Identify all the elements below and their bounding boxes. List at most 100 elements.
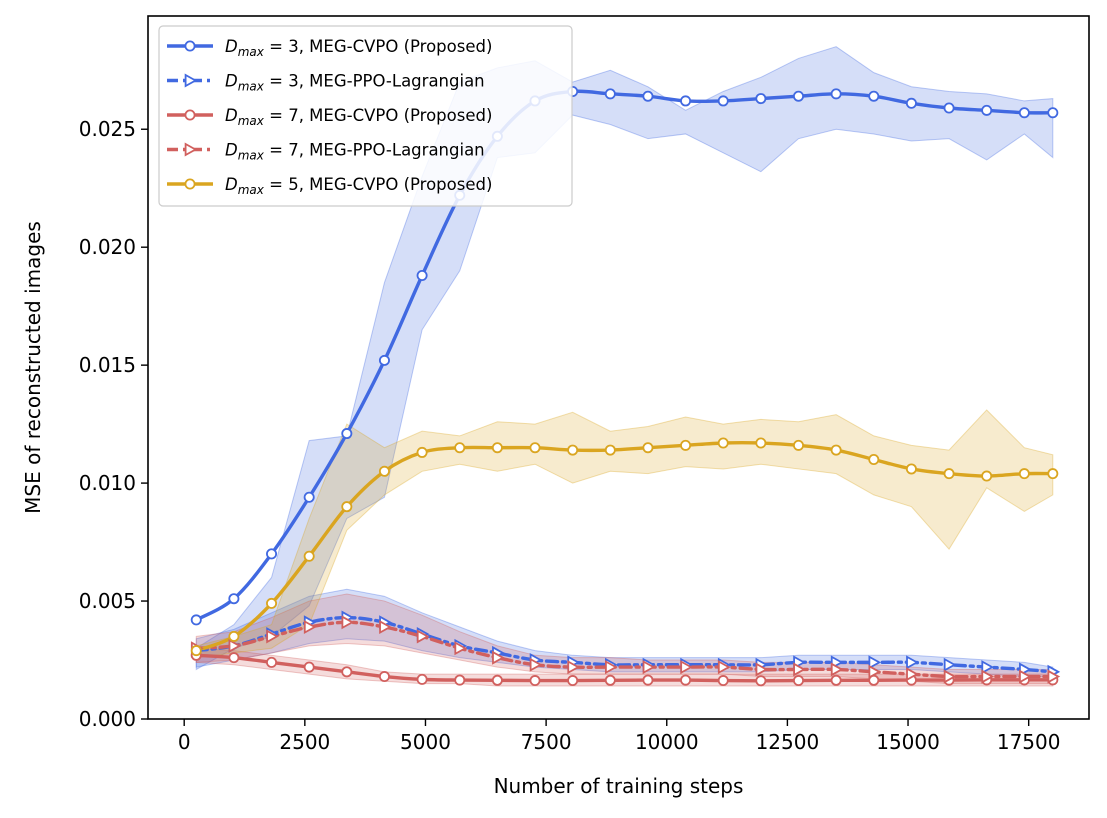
marker-series-0-point-15	[755, 93, 767, 105]
marker-series-4-point-22	[1018, 468, 1030, 480]
marker-series-0-point-12	[642, 90, 654, 102]
marker-series-4-point-15	[755, 437, 767, 449]
marker-series-4-point-17	[830, 444, 842, 456]
marker-series-0-point-20	[943, 102, 955, 114]
x-tick-label-4: 10000	[635, 730, 699, 754]
marker-series-2-point-8	[491, 674, 503, 686]
marker-series-4-point-9	[529, 442, 541, 454]
x-tick-label-0: 0	[178, 730, 191, 754]
marker-series-3-point-8	[492, 650, 505, 665]
marker-series-4-point-0	[190, 645, 202, 657]
marker-series-3-point-3	[303, 619, 317, 635]
marker-series-3-point-19	[906, 667, 919, 682]
marker-series-4-point-16	[792, 439, 804, 451]
y-tick-label-2: 0.010	[79, 471, 136, 495]
marker-series-2-point-2	[266, 656, 278, 668]
marker-series-0-point-2	[266, 548, 278, 560]
marker-series-0-point-16	[792, 90, 804, 102]
y-tick-label-4: 0.020	[79, 235, 136, 259]
marker-series-1-point-18	[868, 655, 882, 670]
marker-series-4-point-11	[604, 444, 616, 456]
marker-series-4-point-20	[943, 468, 955, 480]
marker-series-3-point-23	[1047, 669, 1061, 684]
marker-series-4-point-21	[981, 470, 993, 482]
marker-series-0-point-11	[604, 88, 616, 100]
marker-series-0-point-18	[868, 90, 880, 102]
y-tick-label-5: 0.025	[79, 117, 136, 141]
marker-series-4-point-4	[341, 501, 353, 513]
x-tick-label-7: 17500	[997, 730, 1061, 754]
marker-series-1-point-21	[981, 660, 995, 675]
legend-label-0: Dmax = 3, MEG-CVPO (Proposed)	[225, 37, 492, 59]
marker-series-4-point-2	[266, 597, 278, 609]
marker-series-2-point-3	[303, 661, 315, 673]
marker-series-3-point-11	[605, 660, 618, 675]
marker-series-0-point-0	[190, 614, 202, 626]
marker-series-4-point-12	[642, 442, 654, 454]
marker-series-3-point-7	[454, 641, 468, 656]
marker-series-4-point-8	[491, 442, 503, 454]
marker-series-0-point-21	[981, 104, 993, 116]
marker-series-3-point-13	[680, 660, 693, 675]
marker-series-3-point-2	[266, 629, 279, 644]
axes: 0 2500 5000 7500 10000 12500 15000 17500 0.000 0.…	[79, 15, 1090, 754]
marker-series-3-point-21	[981, 669, 995, 684]
marker-series-0-point-5	[378, 354, 390, 366]
y-tick-label-0: 0.000	[79, 707, 136, 731]
legend-marker-2	[184, 109, 196, 121]
legend-label-1: Dmax = 3, MEG-PPO-Lagrangian	[225, 72, 485, 94]
series-markers	[190, 85, 1061, 687]
legend-box	[158, 25, 573, 207]
legend-label-3: Dmax = 7, MEG-PPO-Lagrangian	[225, 141, 485, 163]
marker-series-0-point-19	[905, 97, 917, 109]
marker-series-2-point-5	[378, 671, 390, 683]
legend-marker-4	[184, 178, 196, 190]
marker-series-3-point-6	[416, 629, 430, 644]
marker-series-4-point-18	[868, 454, 880, 466]
marker-series-0-point-6	[416, 269, 428, 281]
marker-series-0-point-4	[341, 428, 353, 440]
y-tick-label-1: 0.005	[79, 589, 136, 613]
marker-series-0-point-3	[303, 491, 315, 503]
marker-series-3-point-20	[943, 669, 957, 684]
marker-series-2-point-1	[228, 652, 240, 664]
marker-series-2-point-10	[567, 675, 579, 687]
marker-series-2-point-11	[604, 674, 616, 686]
marker-series-4-point-14	[717, 437, 729, 449]
legend-label-2: Dmax = 7, MEG-CVPO (Proposed)	[225, 106, 492, 128]
marker-series-3-point-14	[717, 660, 731, 675]
marker-series-2-point-16	[792, 675, 804, 687]
marker-series-2-point-12	[642, 674, 654, 686]
marker-series-1-point-19	[906, 655, 919, 670]
marker-series-2-point-17	[830, 674, 842, 686]
legend-label-4: Dmax = 5, MEG-CVPO (Proposed)	[225, 175, 492, 197]
x-axis-label: Number of training steps	[494, 774, 744, 798]
marker-series-4-point-3	[303, 550, 315, 562]
marker-series-4-point-5	[378, 465, 390, 477]
marker-series-4-point-10	[567, 444, 579, 456]
marker-series-0-point-1	[228, 593, 240, 605]
marker-series-3-point-12	[642, 660, 656, 675]
marker-series-3-point-18	[868, 664, 882, 679]
marker-series-3-point-5	[379, 619, 392, 635]
plot-frame	[147, 15, 1090, 720]
marker-series-4-point-23	[1047, 468, 1059, 480]
marker-series-3-point-17	[830, 662, 844, 677]
marker-series-2-point-6	[416, 673, 428, 685]
marker-series-2-point-4	[341, 666, 353, 678]
legend-marker-0	[184, 40, 196, 52]
legend-marker-1	[184, 73, 198, 88]
marker-series-3-point-1	[228, 638, 242, 653]
marker-series-2-point-15	[755, 675, 767, 687]
x-tick-label-5: 12500	[756, 730, 820, 754]
y-axis-label: MSE of reconstructed images	[21, 221, 45, 514]
marker-series-3-point-9	[529, 657, 543, 672]
marker-series-0-point-22	[1018, 107, 1030, 119]
x-tick-label-2: 5000	[400, 730, 451, 754]
marker-series-3-point-22	[1019, 669, 1032, 684]
marker-series-3-point-15	[755, 662, 769, 677]
marker-series-2-point-13	[680, 674, 692, 686]
x-tick-label-6: 15000	[876, 730, 940, 754]
marker-series-3-point-10	[567, 660, 581, 675]
